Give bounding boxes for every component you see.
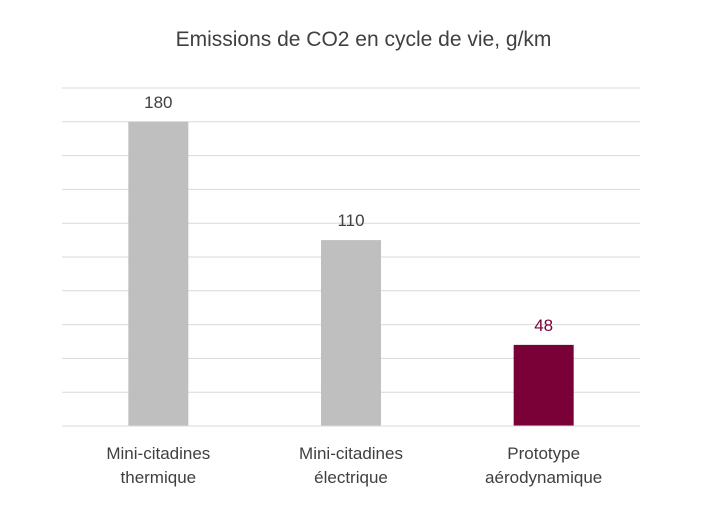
category-label-0: Mini-citadines thermique xyxy=(78,442,238,490)
category-label-line: Mini-citadines xyxy=(106,444,211,463)
data-label-2: 48 xyxy=(534,316,553,335)
data-label-0: 180 xyxy=(144,93,172,112)
bar-1 xyxy=(321,240,381,426)
category-label-line: Mini-citadines xyxy=(299,444,403,463)
category-label-line: aérodynamique xyxy=(485,468,603,487)
bar-0 xyxy=(128,121,189,427)
category-label-line: électrique xyxy=(314,468,388,487)
category-label-1: Mini-citadines électrique xyxy=(271,442,431,490)
category-label-line: thermique xyxy=(120,468,197,487)
chart-title: Emissions de CO2 en cycle de vie, g/km xyxy=(175,28,552,51)
category-label-line: Prototype xyxy=(507,444,581,463)
bar-2 xyxy=(513,344,574,426)
category-label-2: Prototype aérodynamique xyxy=(464,442,624,490)
data-label-1: 110 xyxy=(337,211,364,230)
